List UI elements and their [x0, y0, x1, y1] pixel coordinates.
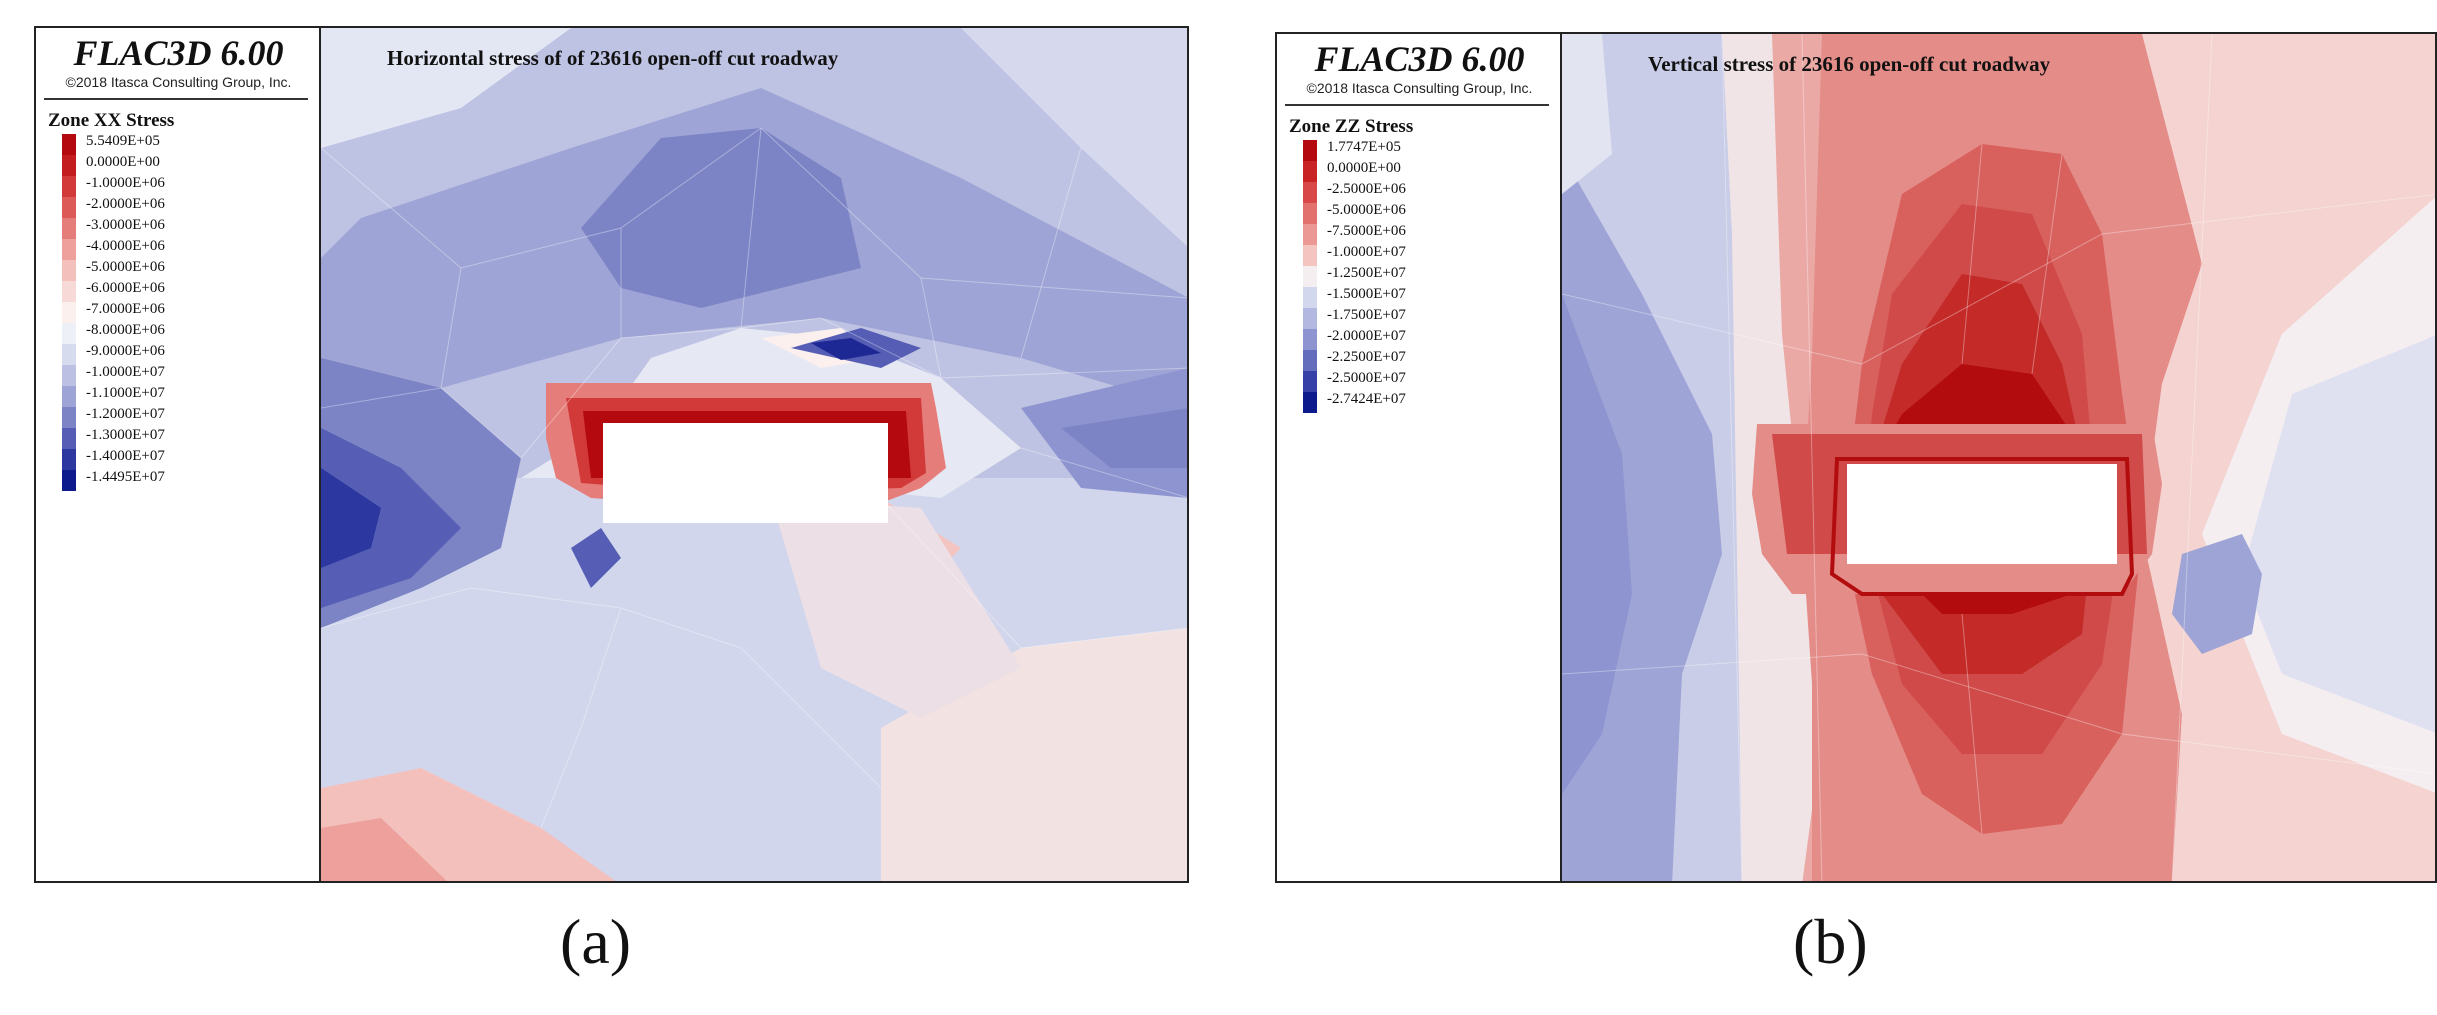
legend-panel: FLAC3D 6.00 ©2018 Itasca Consulting Grou… [36, 28, 321, 881]
legend-swatch [1303, 203, 1317, 224]
legend-swatch [1303, 161, 1317, 182]
legend-label: -2.0000E+07 [1327, 328, 1406, 344]
legend-swatch [1303, 182, 1317, 203]
legend-label: -1.2000E+07 [86, 406, 165, 422]
legend-swatch [1303, 266, 1317, 287]
legend-swatch [62, 449, 76, 470]
legend-swatch [62, 260, 76, 281]
legend-swatch [62, 239, 76, 260]
legend-swatch [62, 176, 76, 197]
contour-panel-b: FLAC3D 6.00 ©2018 Itasca Consulting Grou… [1275, 32, 2437, 883]
legend-label: -1.7500E+07 [1327, 307, 1406, 323]
legend-label: -1.5000E+07 [1327, 286, 1406, 302]
legend-label: -7.5000E+06 [1327, 223, 1406, 239]
legend-label: -6.0000E+06 [86, 280, 165, 296]
legend-swatch [62, 323, 76, 344]
legend-swatch [62, 134, 76, 155]
legend-swatch [1303, 224, 1317, 245]
contour-panel-a: FLAC3D 6.00 ©2018 Itasca Consulting Grou… [34, 26, 1189, 883]
legend-color-bar [1303, 140, 1317, 413]
legend-label: 5.5409E+05 [86, 133, 160, 149]
contour-plot: Vertical stress of 23616 open-off cut ro… [1562, 34, 2435, 881]
legend-swatch [62, 428, 76, 449]
legend-label: -2.5000E+06 [1327, 181, 1406, 197]
legend-swatch [62, 470, 76, 491]
legend-label: 1.7747E+05 [1327, 139, 1401, 155]
legend-label: -2.7424E+07 [1327, 391, 1406, 407]
legend-color-bar [62, 134, 76, 491]
legend-swatch [62, 407, 76, 428]
legend-panel: FLAC3D 6.00 ©2018 Itasca Consulting Grou… [1277, 34, 1562, 881]
plot-title: Vertical stress of 23616 open-off cut ro… [1648, 52, 2051, 76]
legend-swatch [1303, 245, 1317, 266]
legend-swatch [1303, 350, 1317, 371]
legend-swatch [62, 281, 76, 302]
legend-label: -3.0000E+06 [86, 217, 165, 233]
legend-label: -7.0000E+06 [86, 301, 165, 317]
copyright-text: ©2018 Itasca Consulting Group, Inc. [1306, 80, 1533, 96]
legend-swatch [62, 155, 76, 176]
legend-label: -2.2500E+07 [1327, 349, 1406, 365]
legend-label: -2.5000E+07 [1327, 370, 1406, 386]
legend-swatch [62, 218, 76, 239]
software-title: FLAC3D 6.00 [1314, 39, 1525, 79]
plot-title: Horizontal stress of of 23616 open-off c… [387, 46, 839, 70]
caption-a: (a) [560, 906, 632, 977]
legend-label: 0.0000E+00 [86, 154, 160, 170]
legend-label: -1.4000E+07 [86, 448, 165, 464]
legend-swatch [1303, 392, 1317, 413]
contour-plot: Horizontal stress of of 23616 open-off c… [321, 28, 1187, 881]
legend-labels: 1.7747E+05 0.0000E+00 -2.5000E+06 -5.0000E+… [1327, 137, 1406, 410]
legend-label: -1.0000E+06 [86, 175, 165, 191]
legend-title: Zone XX Stress [48, 110, 175, 131]
legend-swatch [62, 365, 76, 386]
legend-label: 0.0000E+00 [1327, 160, 1401, 176]
legend-divider [44, 98, 308, 100]
legend-label: -1.3000E+07 [86, 427, 165, 443]
contour-map [1562, 34, 2435, 881]
legend-swatch [1303, 287, 1317, 308]
legend-divider [1285, 104, 1549, 106]
legend-label: -1.4495E+07 [86, 469, 165, 485]
software-title: FLAC3D 6.00 [73, 33, 284, 73]
legend-label: -1.2500E+07 [1327, 265, 1406, 281]
legend-swatch [1303, 371, 1317, 392]
legend-label: -2.0000E+06 [86, 196, 165, 212]
legend-label: -9.0000E+06 [86, 343, 165, 359]
legend-title: Zone ZZ Stress [1289, 116, 1414, 137]
legend-swatch [1303, 140, 1317, 161]
legend-label: -1.0000E+07 [86, 364, 165, 380]
legend-swatch [1303, 329, 1317, 350]
legend-swatch [62, 386, 76, 407]
legend-labels: 5.5409E+05 0.0000E+00 -1.0000E+06 -2.0000E+… [86, 131, 165, 488]
legend-swatch [62, 344, 76, 365]
legend-label: -5.0000E+06 [86, 259, 165, 275]
legend-label: -1.0000E+07 [1327, 244, 1406, 260]
contour-map [321, 28, 1187, 881]
legend-label: -5.0000E+06 [1327, 202, 1406, 218]
legend-swatch [1303, 308, 1317, 329]
legend-label: -8.0000E+06 [86, 322, 165, 338]
legend-swatch [62, 302, 76, 323]
legend-label: -1.1000E+07 [86, 385, 165, 401]
legend-label: -4.0000E+06 [86, 238, 165, 254]
caption-b: (b) [1793, 906, 1868, 977]
legend-swatch [62, 197, 76, 218]
copyright-text: ©2018 Itasca Consulting Group, Inc. [65, 74, 292, 90]
